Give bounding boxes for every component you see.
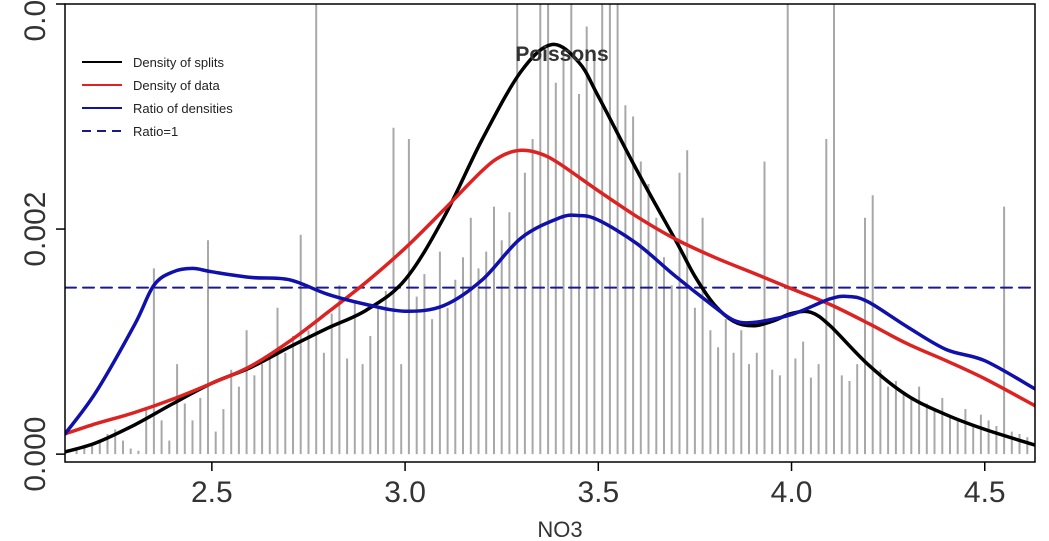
series-line-density-of-data	[65, 148, 1035, 436]
y-tick-label: 0.004	[19, 0, 52, 42]
x-tick-label: 4.0	[771, 476, 813, 509]
x-tick-label: 3.5	[577, 476, 619, 509]
legend-entry-density-of-data: Density of data	[82, 78, 220, 93]
x-tick-label: 4.5	[964, 476, 1006, 509]
y-tick-label: 0.000	[19, 417, 52, 492]
legend-entry-ratio-1: Ratio=1	[82, 124, 178, 139]
x-axis-title: NO3	[537, 517, 582, 541]
series-line-ratio-of-densities	[65, 213, 1035, 436]
histogram-layer	[75, 4, 1029, 455]
y-tick-label: 0.002	[19, 192, 52, 267]
legend-label-ratio-of-densities: Ratio of densities	[133, 101, 233, 116]
legend-label-density-of-splits: Density of splits	[133, 55, 225, 70]
legend: Density of splits Density of data Ratio …	[82, 55, 233, 139]
legend-entry-ratio-of-densities: Ratio of densities	[82, 101, 233, 116]
x-tick-label: 2.5	[191, 476, 233, 509]
series-layer	[65, 42, 1035, 454]
legend-label-density-of-data: Density of data	[133, 78, 220, 93]
axes-layer: 2.5 3.0 3.5 4.0 4.5 0.000 0.002 0.004	[19, 0, 1006, 509]
legend-label-ratio-1: Ratio=1	[133, 124, 178, 139]
plot-frame	[64, 3, 1036, 463]
legend-entry-density-of-splits: Density of splits	[82, 55, 225, 70]
x-tick-label: 3.0	[384, 476, 426, 509]
chart-title: Poissons	[515, 43, 608, 66]
